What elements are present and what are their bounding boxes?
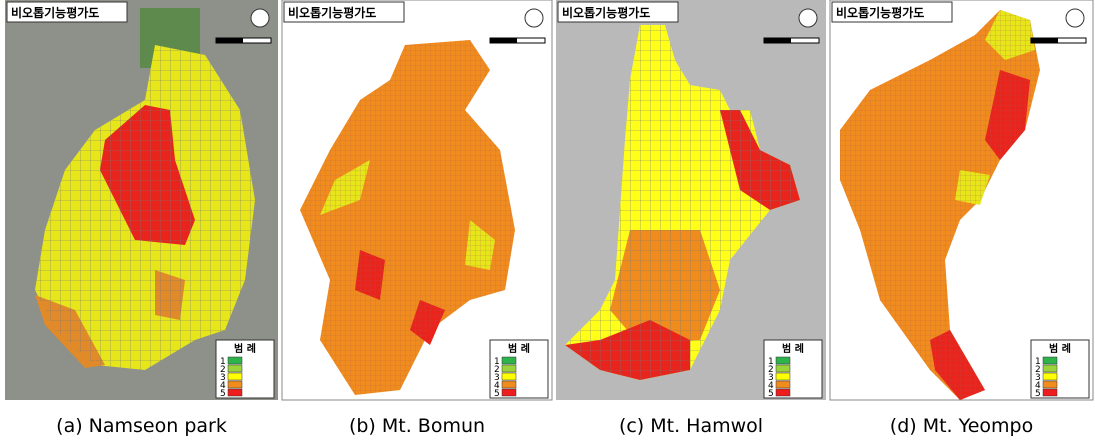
- legend-item: 5: [220, 389, 226, 399]
- legend-title: 범 례: [782, 342, 804, 355]
- legend-swatch: [776, 381, 790, 388]
- scale-bar-fill: [216, 38, 243, 43]
- legend-title: 범 례: [1049, 342, 1071, 355]
- caption: (c) Mt. Hamwol: [619, 415, 763, 437]
- panel-title: 비오톱기능평가도: [562, 5, 650, 20]
- legend-swatch: [502, 381, 516, 388]
- panel-title: 비오톱기능평가도: [836, 5, 924, 20]
- legend-swatch: [776, 357, 790, 364]
- legend-swatch: [502, 357, 516, 364]
- legend-swatch: [776, 365, 790, 372]
- north-arrow: [1066, 9, 1084, 27]
- panel-title: 비오톱기능평가도: [288, 5, 376, 20]
- legend-swatch: [1043, 357, 1057, 364]
- legend-swatch: [776, 389, 790, 396]
- legend-swatch: [228, 389, 242, 396]
- caption: (d) Mt. Yeompo: [890, 415, 1033, 437]
- legend-swatch: [1043, 365, 1057, 372]
- figure: 비오톱기능평가도범 례12345(a) Namseon park비오톱기능평가도…: [0, 0, 1095, 446]
- legend-swatch: [1043, 389, 1057, 396]
- legend-item: 5: [1035, 389, 1041, 399]
- north-arrow: [799, 9, 817, 27]
- legend-swatch: [228, 357, 242, 364]
- legend-swatch: [1043, 373, 1057, 380]
- legend-swatch: [502, 389, 516, 396]
- legend-title: 범 례: [234, 342, 256, 355]
- scale-bar-fill: [1031, 38, 1058, 43]
- scale-bar-fill: [490, 38, 517, 43]
- legend-swatch: [776, 373, 790, 380]
- legend-swatch: [502, 365, 516, 372]
- legend-title: 범 례: [508, 342, 530, 355]
- legend-swatch: [228, 381, 242, 388]
- legend-item: 5: [494, 389, 500, 399]
- north-arrow: [251, 9, 269, 27]
- scale-bar-fill: [764, 38, 791, 43]
- legend-swatch: [1043, 381, 1057, 388]
- legend-swatch: [228, 365, 242, 372]
- legend-item: 5: [768, 389, 774, 399]
- legend-swatch: [228, 373, 242, 380]
- caption: (b) Mt. Bomun: [349, 415, 485, 437]
- legend-swatch: [502, 373, 516, 380]
- caption: (a) Namseon park: [56, 415, 227, 437]
- north-arrow: [525, 9, 543, 27]
- panel-title: 비오톱기능평가도: [11, 5, 99, 20]
